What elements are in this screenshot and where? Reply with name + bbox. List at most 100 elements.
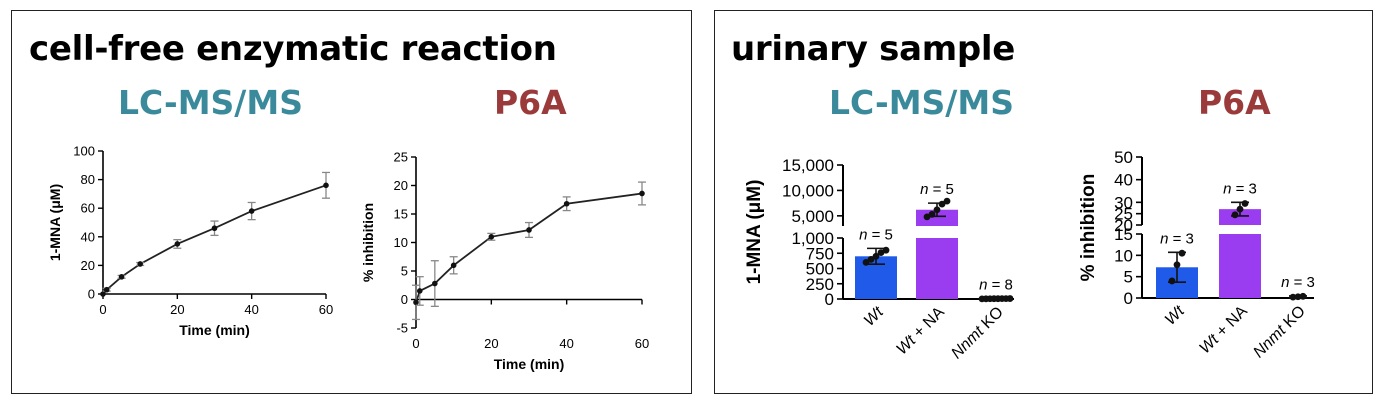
data-point	[416, 288, 423, 294]
x-tick-label: 40	[559, 336, 573, 351]
data-point	[1241, 200, 1249, 207]
data-point	[323, 182, 329, 189]
data-point	[248, 208, 255, 214]
urinary-p6a-heading: P6A	[1198, 83, 1271, 122]
data-point	[413, 299, 419, 306]
x-axis-label: Time (min)	[494, 356, 565, 372]
x-axis-label: Time (min)	[179, 322, 250, 338]
n-label: n = 5	[859, 226, 893, 243]
category-italic: Wt	[1162, 302, 1188, 328]
y-tick-label: 40	[81, 229, 95, 244]
n-label: n = 8	[979, 277, 1013, 294]
y-tick-label: 15	[394, 207, 408, 222]
data-point	[1006, 295, 1014, 302]
y-tick-label: 10,000	[782, 181, 834, 200]
y-axis-label: % inhibition	[360, 203, 376, 282]
data-point	[563, 200, 570, 207]
data-point	[1236, 205, 1244, 213]
y-tick-label: 80	[81, 172, 95, 187]
n-symbol: n	[1223, 180, 1231, 197]
x-tick-label: 40	[244, 302, 258, 317]
y-tick-label: 5	[401, 264, 408, 279]
data-point	[118, 274, 125, 280]
n-value: = 3	[1168, 230, 1193, 247]
n-label: n = 3	[1223, 180, 1257, 197]
urinary-panel-title: urinary sample	[731, 29, 1016, 69]
category-label: Wt + NA	[1196, 303, 1251, 358]
data-point	[137, 261, 143, 267]
y-tick-label: 25	[394, 150, 408, 165]
data-point	[933, 206, 941, 214]
category-rest: + NA	[907, 304, 948, 345]
n-value: = 3	[1289, 274, 1314, 291]
n-symbol: n	[920, 181, 928, 198]
data-point	[923, 213, 931, 221]
data-point	[432, 280, 438, 287]
data-point	[862, 259, 870, 266]
y-tick-label: 40	[1114, 171, 1133, 190]
n-value: = 5	[867, 226, 892, 243]
data-point	[639, 190, 645, 197]
y-tick-label: 1,000	[791, 229, 834, 248]
data-point	[882, 246, 890, 254]
data-point	[488, 234, 495, 240]
bar-lower	[916, 238, 958, 299]
data-point	[526, 227, 532, 233]
y-tick-label: 250	[806, 275, 834, 294]
n-value: = 3	[1231, 180, 1256, 197]
n-symbol: n	[1160, 230, 1168, 247]
y-axis-label: % inhibition	[1078, 174, 1099, 282]
n-value: = 8	[987, 277, 1012, 294]
x-tick-label: 0	[412, 336, 419, 351]
y-tick-label: 750	[806, 244, 834, 263]
x-tick-label: 0	[99, 302, 106, 317]
data-point	[1178, 249, 1186, 257]
data-point	[1289, 293, 1297, 301]
x-tick-label: 60	[635, 336, 649, 351]
x-tick-label: 20	[484, 336, 498, 351]
y-axis-label: 1-MNA (μM)	[744, 180, 765, 285]
y-tick-label: 15	[1114, 225, 1133, 244]
category-label: Wt + NA	[893, 304, 948, 359]
y-tick-label: 20	[81, 258, 95, 273]
series-line	[415, 192, 643, 303]
data-point	[450, 262, 457, 269]
y-tick-label: -5	[396, 321, 408, 336]
data-point	[1231, 211, 1239, 219]
y-tick-label: 10	[394, 235, 408, 250]
n-symbol: n	[1281, 274, 1289, 291]
y-tick-label: 500	[806, 260, 834, 279]
bar-upper	[1219, 209, 1261, 225]
y-axis-label: 1-MNA (μM)	[47, 184, 63, 261]
category-label: Nnmt KO	[1250, 303, 1309, 362]
y-tick-label: 25	[1114, 205, 1133, 224]
y-tick-label: 20	[394, 178, 408, 193]
y-tick-label: 0	[401, 292, 408, 307]
y-tick-label: 30	[1114, 193, 1133, 212]
urinary-lcms-heading: LC-MS/MS	[829, 83, 1014, 122]
y-tick-label: 100	[73, 144, 95, 159]
cellfree-lcms-heading: LC-MS/MS	[118, 83, 303, 122]
y-tick-label: 0	[1124, 289, 1133, 308]
y-tick-label: 20	[1114, 216, 1133, 235]
y-tick-label: 0	[825, 290, 834, 309]
y-tick-label: 5,000	[791, 207, 834, 226]
n-label: n = 3	[1281, 274, 1315, 291]
y-tick-label: 0	[88, 287, 95, 302]
y-tick-label: 10	[1114, 246, 1133, 265]
cellfree-p6a-heading: P6A	[494, 83, 567, 122]
category-label: Wt	[861, 303, 887, 329]
data-point	[938, 200, 946, 208]
series-line	[102, 184, 327, 295]
n-symbol: n	[859, 226, 867, 243]
n-label: n = 5	[920, 181, 954, 198]
category-italic: Wt	[861, 303, 887, 329]
data-point	[103, 286, 110, 293]
data-point	[943, 197, 951, 205]
x-tick-label: 60	[319, 302, 333, 317]
data-point	[928, 210, 936, 218]
x-tick-label: 20	[170, 302, 184, 317]
category-label: Wt	[1162, 302, 1188, 328]
data-point	[174, 241, 181, 247]
